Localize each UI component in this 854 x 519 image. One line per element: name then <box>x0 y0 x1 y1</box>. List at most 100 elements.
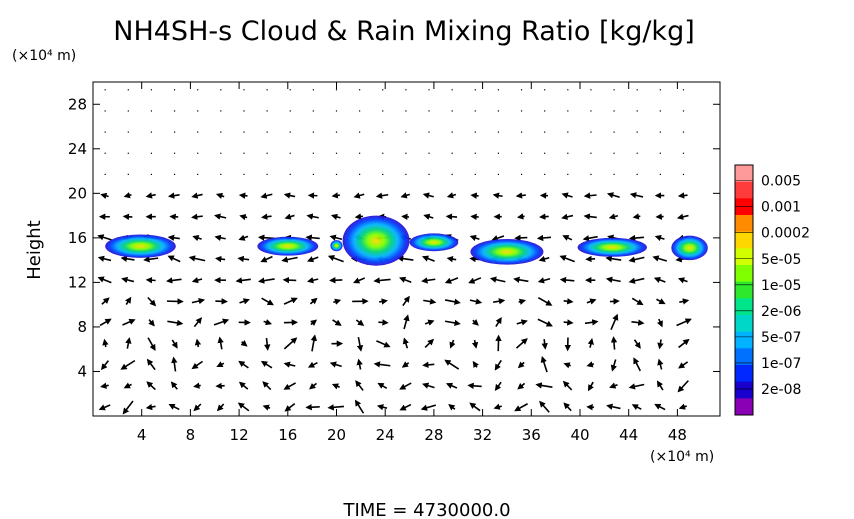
wind-vector-arrow <box>445 213 458 220</box>
wind-vector-arrow <box>448 404 456 411</box>
wind-vector-arrow <box>102 338 109 348</box>
wind-vector-arrow <box>628 234 645 242</box>
wind-vector-arrow <box>563 362 571 369</box>
cloud-blob <box>470 238 544 265</box>
wind-vector-arrow <box>327 255 344 263</box>
wind-vector-arrow <box>305 403 320 411</box>
wind-vector-arrow <box>583 192 597 199</box>
wind-vector-arrow <box>356 358 363 370</box>
wind-vector-arrow <box>586 298 597 305</box>
colorbar-label: 2e-08 <box>761 382 801 398</box>
wind-vector-arrow <box>470 213 479 221</box>
wind-vector-arrow <box>610 336 618 350</box>
wind-vector-arrow <box>167 255 181 263</box>
wind-vector-arrow <box>123 192 132 199</box>
wind-vector-arrow <box>468 277 482 284</box>
wind-vector-arrow <box>606 192 620 199</box>
wind-vector-arrow <box>375 192 389 199</box>
wind-vector-arrow <box>469 402 481 412</box>
wind-vector-arrow <box>424 319 435 326</box>
wind-vector-arrow <box>587 338 594 348</box>
wind-vector-arrow <box>424 338 435 348</box>
wind-vector-arrow <box>238 381 249 390</box>
wind-vector-arrow <box>373 277 391 284</box>
wind-vector-arrow <box>145 403 156 411</box>
x-tick-label: 12 <box>230 426 249 444</box>
colorbar-label: 5e-05 <box>761 252 801 268</box>
wind-vector-arrow <box>653 276 666 283</box>
wind-vector-arrow <box>399 403 412 411</box>
x-tick-label: 32 <box>473 426 492 444</box>
wind-vector-arrow <box>260 255 273 263</box>
wind-vector-arrow <box>494 359 502 371</box>
wind-vector-arrow <box>262 381 272 391</box>
wind-vector-arrow <box>467 382 482 389</box>
wind-vector-arrow <box>214 213 227 220</box>
wind-vector-arrow <box>100 382 109 389</box>
wind-vector-arrow <box>629 192 644 199</box>
colorbar-label: 0.0002 <box>761 226 810 242</box>
wind-vector-arrow <box>470 192 479 199</box>
wind-vector-arrow <box>146 381 156 391</box>
colorbar-swatch <box>735 231 753 249</box>
wind-vector-arrow <box>237 402 250 412</box>
wind-vector-arrow <box>168 404 180 411</box>
wind-vector-arrow <box>518 298 526 305</box>
wind-vector-arrow <box>563 298 574 305</box>
wind-vector-arrow <box>281 256 298 263</box>
cloud-blob <box>409 233 459 252</box>
wind-vector-arrow <box>494 381 502 391</box>
x-tick-label: 48 <box>668 426 687 444</box>
wind-vector-arrow <box>676 318 692 327</box>
x-axis: 4 8 12 16 20 24 28 32 36 40 44 48 <box>137 82 687 444</box>
wind-vector-arrow <box>123 382 132 389</box>
wind-vector-arrow <box>446 192 457 199</box>
colorbar-swatch <box>735 365 753 383</box>
wind-vector-arrow <box>332 319 342 326</box>
wind-vector-arrow <box>192 235 202 242</box>
wind-vector-arrow <box>489 276 506 283</box>
colorbar-swatch <box>735 298 753 316</box>
y-tick-label: 12 <box>68 273 87 291</box>
wind-vector-arrow <box>97 276 112 284</box>
wind-vector-arrow <box>191 213 203 220</box>
y-axis: 4 8 12 16 20 24 28 <box>68 95 720 380</box>
wind-vector-arrow <box>306 256 319 263</box>
colorbar-swatch <box>735 181 753 199</box>
colorbar-swatch <box>735 331 753 349</box>
wind-vector-arrow <box>403 314 410 330</box>
wind-vector-arrow <box>353 192 365 199</box>
wind-vector-arrow <box>539 213 549 220</box>
wind-vector-arrow <box>100 192 109 199</box>
colorbar: 0.005 0.001 0.0002 5e-05 1e-05 2e-06 5e-07 1e-0… <box>734 164 810 416</box>
y-tick-label: 20 <box>68 184 87 202</box>
wind-vector-arrow <box>559 276 575 284</box>
wind-vector-arrow <box>396 255 414 262</box>
colorbar-label: 0.001 <box>761 200 801 216</box>
colorbar-swatch <box>735 215 753 233</box>
wind-vector-arrow <box>379 298 388 305</box>
colorbar-swatch <box>735 248 753 266</box>
wind-vector-arrow <box>561 213 574 220</box>
wind-vector-arrow <box>422 382 435 389</box>
wind-vector-arrow <box>538 255 550 263</box>
wind-vector-arrow <box>495 317 502 327</box>
wind-vector-arrow <box>283 337 298 350</box>
wind-vector-arrow <box>676 213 689 220</box>
wind-vector-arrow <box>238 360 249 369</box>
wind-vector-arrow <box>329 277 343 284</box>
wind-vector-arrow <box>446 255 457 263</box>
cloud-blob <box>577 237 647 257</box>
colorbar-swatch <box>735 315 753 333</box>
wind-vector-arrow <box>122 400 134 415</box>
wind-vector-arrow <box>677 277 688 284</box>
wind-vector-arrow <box>146 358 156 371</box>
wind-vector-arrow <box>561 192 573 199</box>
cloud-blob <box>330 240 343 252</box>
wind-vector-arrow <box>191 192 203 199</box>
x-unit-label: (×10⁴ m) <box>650 449 714 465</box>
wind-vector-arrow <box>216 403 225 412</box>
wind-vector-arrow <box>376 340 391 348</box>
wind-vector-arrow <box>170 381 178 390</box>
colorbar-swatch <box>735 281 753 299</box>
